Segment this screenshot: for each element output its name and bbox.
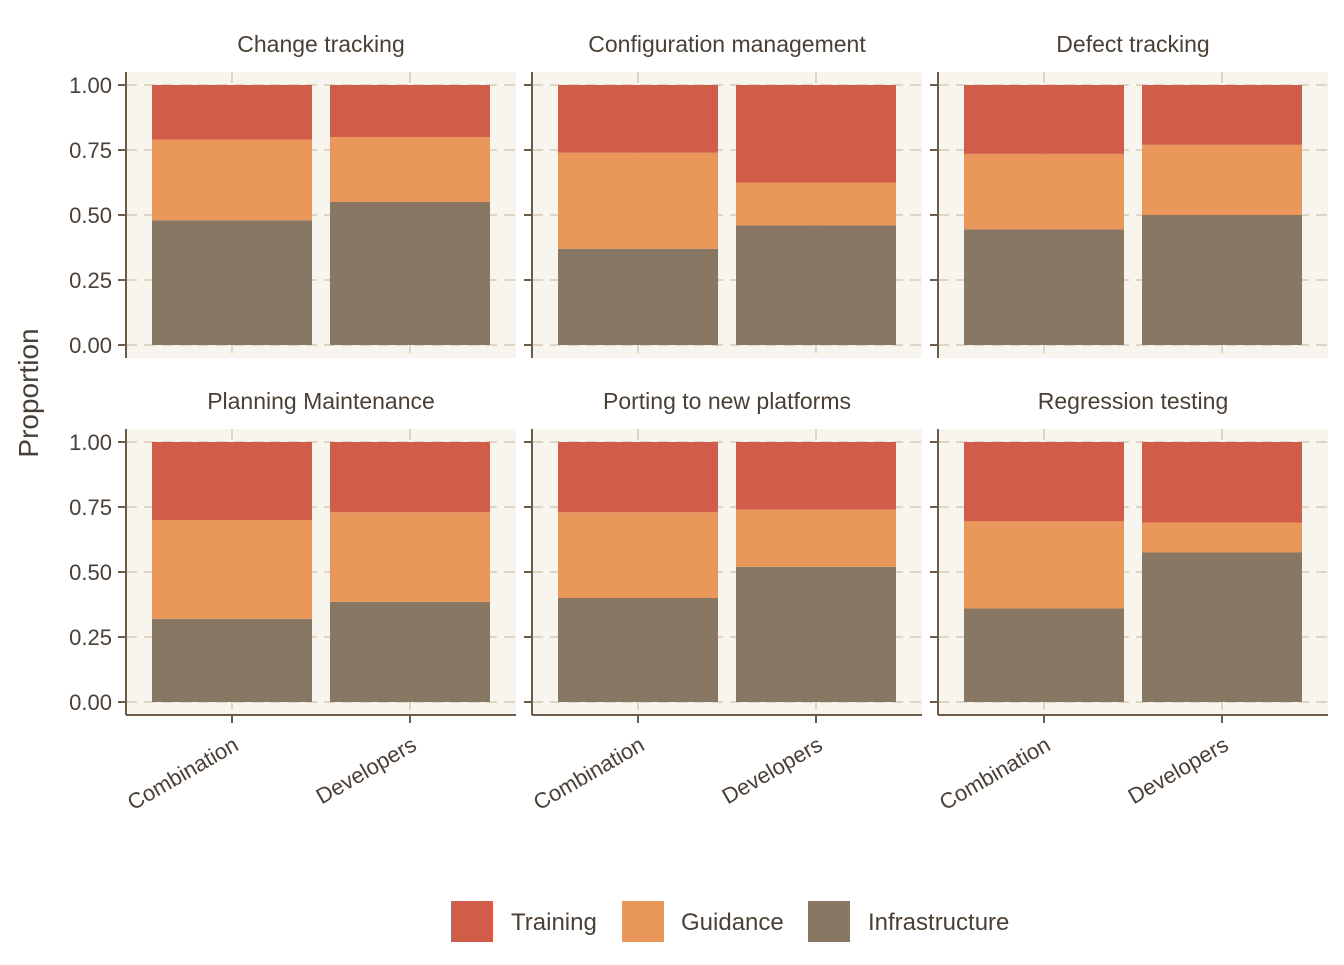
legend-label-infrastructure: Infrastructure bbox=[868, 909, 1009, 936]
bar-infrastructure-developers bbox=[1142, 552, 1302, 702]
legend-key-infrastructure bbox=[808, 901, 850, 942]
bar-training-developers bbox=[330, 85, 490, 137]
bar-guidance-combination bbox=[152, 139, 312, 221]
bar-training-developers bbox=[330, 442, 490, 513]
legend-key-guidance bbox=[622, 901, 664, 942]
y-tick-label: 1.00 bbox=[69, 73, 112, 98]
bar-guidance-developers bbox=[736, 182, 896, 226]
bar-guidance-combination bbox=[152, 520, 312, 619]
bar-infrastructure-combination bbox=[558, 248, 718, 345]
legend-key-training bbox=[451, 901, 493, 942]
bar-infrastructure-combination bbox=[558, 598, 718, 702]
bar-infrastructure-developers bbox=[330, 601, 490, 702]
y-tick-label: 0.50 bbox=[69, 203, 112, 228]
bar-training-developers bbox=[1142, 442, 1302, 523]
y-tick-label: 1.00 bbox=[69, 430, 112, 455]
panel-6-title: Regression testing bbox=[1038, 388, 1229, 414]
bar-guidance-developers bbox=[330, 137, 490, 202]
y-tick-label: 0.25 bbox=[69, 268, 112, 293]
bar-training-combination bbox=[152, 442, 312, 520]
bar-guidance-developers bbox=[736, 509, 896, 567]
y-tick-label: 0.00 bbox=[69, 333, 112, 358]
x-tick-label-combination: Combination bbox=[529, 732, 648, 815]
bar-training-developers bbox=[736, 442, 896, 510]
legend-label-guidance: Guidance bbox=[681, 909, 784, 936]
y-axis-title: Proportion bbox=[13, 328, 44, 457]
bar-infrastructure-combination bbox=[152, 220, 312, 345]
panel-4-title: Planning Maintenance bbox=[207, 388, 435, 414]
y-tick-label: 0.25 bbox=[69, 625, 112, 650]
panel-3-title: Defect tracking bbox=[1056, 31, 1209, 57]
bar-training-combination bbox=[558, 85, 718, 153]
y-tick-label: 0.50 bbox=[69, 560, 112, 585]
bar-guidance-developers bbox=[1142, 522, 1302, 553]
panel-2-title: Configuration management bbox=[588, 31, 866, 57]
x-tick-label-developers: Developers bbox=[312, 732, 421, 809]
bar-infrastructure-developers bbox=[330, 202, 490, 345]
bar-guidance-combination bbox=[558, 512, 718, 598]
bar-training-developers bbox=[1142, 85, 1302, 145]
bar-training-combination bbox=[152, 85, 312, 140]
bar-guidance-combination bbox=[558, 152, 718, 249]
bar-guidance-combination bbox=[964, 521, 1124, 609]
y-tick-label: 0.75 bbox=[69, 138, 112, 163]
legend-label-training: Training bbox=[511, 909, 597, 936]
bar-training-developers bbox=[736, 85, 896, 183]
y-tick-label: 0.00 bbox=[69, 690, 112, 715]
bar-training-combination bbox=[558, 442, 718, 513]
bar-guidance-developers bbox=[1142, 144, 1302, 215]
x-tick-label-developers: Developers bbox=[718, 732, 827, 809]
x-tick-label-developers: Developers bbox=[1124, 732, 1233, 809]
bar-infrastructure-combination bbox=[964, 229, 1124, 345]
bar-infrastructure-developers bbox=[1142, 215, 1302, 345]
bar-infrastructure-combination bbox=[152, 618, 312, 702]
bar-infrastructure-developers bbox=[736, 566, 896, 702]
bar-infrastructure-combination bbox=[964, 608, 1124, 702]
bar-training-combination bbox=[964, 442, 1124, 522]
bar-guidance-combination bbox=[964, 153, 1124, 230]
panel-5-title: Porting to new platforms bbox=[603, 388, 851, 414]
x-tick-label-combination: Combination bbox=[123, 732, 242, 815]
y-tick-label: 0.75 bbox=[69, 495, 112, 520]
x-tick-label-combination: Combination bbox=[935, 732, 1054, 815]
panel-1-title: Change tracking bbox=[237, 31, 405, 57]
bar-infrastructure-developers bbox=[736, 225, 896, 345]
bar-guidance-developers bbox=[330, 512, 490, 602]
bar-training-combination bbox=[964, 85, 1124, 154]
